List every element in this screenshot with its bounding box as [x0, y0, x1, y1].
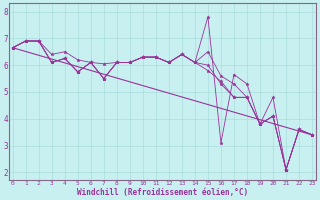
X-axis label: Windchill (Refroidissement éolien,°C): Windchill (Refroidissement éolien,°C): [77, 188, 248, 197]
